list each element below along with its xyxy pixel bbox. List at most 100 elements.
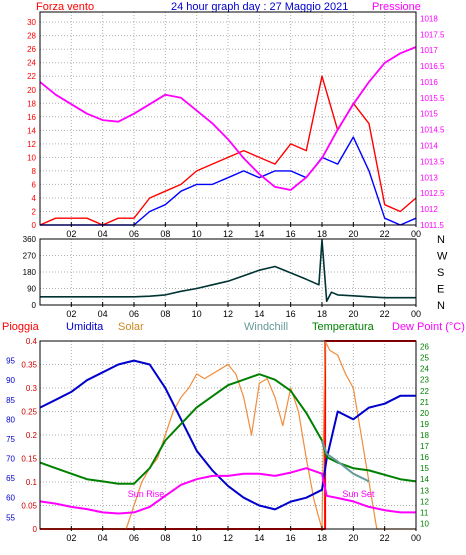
pressure-tick-label: 1018 — [420, 14, 438, 23]
humidity-tick-label: 80 — [6, 415, 15, 424]
wind-tick-label: 26 — [27, 45, 36, 54]
pressure-line — [39, 46, 417, 191]
pressure-tick-label: 1011.5 — [420, 221, 444, 230]
temperature-tick-label: 23 — [420, 376, 429, 385]
weather-x-tick-label: 16 — [286, 533, 296, 543]
temperature-tick-label: 10 — [420, 519, 429, 528]
wind-x-tick-label: 22 — [380, 229, 390, 239]
rain-tick-label: 0.3 — [26, 384, 38, 393]
direction-x-tick-label: 08 — [160, 309, 170, 319]
solar-header: Solar — [118, 321, 144, 333]
weather-x-tick-label: 14 — [254, 533, 264, 543]
temperature-tick-label: 21 — [420, 398, 429, 407]
wind-tick-label: 8 — [32, 167, 37, 176]
wind-tick-label: 20 — [27, 86, 36, 95]
direction-tick-label: 360 — [23, 235, 37, 244]
temperature-tick-label: 14 — [420, 475, 429, 484]
weather-x-tick-label: 10 — [192, 533, 202, 543]
wind-tick-label: 24 — [27, 59, 36, 68]
humidity-header: Umidita — [66, 321, 104, 333]
wind-pressure-ticks: 0246810121416182022242628301011.51012101… — [27, 14, 445, 239]
weather-x-tick-label: 00 — [411, 533, 421, 543]
direction-tick-label: 270 — [23, 252, 37, 261]
direction-tick-label: 180 — [23, 268, 37, 277]
weather-x-tick-label: 22 — [380, 533, 390, 543]
dewpoint-header: Dew Point (°C) — [392, 321, 465, 333]
chart-title: 24 hour graph day : 27 Maggio 2021 — [171, 1, 348, 13]
compass-label: E — [437, 284, 444, 296]
humidity-tick-label: 55 — [6, 513, 15, 522]
temperature-tick-label: 13 — [420, 486, 429, 495]
rain-tick-label: 0.4 — [26, 337, 38, 346]
wind-speed-label: Forza vento — [36, 1, 94, 13]
compass-label: N — [437, 300, 445, 312]
pressure-label: Pressione — [372, 1, 421, 13]
direction-x-tick-label: 22 — [380, 309, 390, 319]
direction-x-tick-label: 00 — [411, 309, 421, 319]
humidity-tick-label: 70 — [6, 455, 15, 464]
humidity-tick-label: 95 — [6, 357, 15, 366]
humidity-tick-label: 60 — [6, 494, 15, 503]
pressure-tick-label: 1016.5 — [420, 62, 445, 71]
direction-x-tick-label: 06 — [129, 309, 139, 319]
sunrise-annotation: Sun Rise — [128, 489, 165, 499]
wind-pressure-panel: Forza vento 24 hour graph day : 27 Maggi… — [27, 1, 445, 239]
wind-tick-label: 2 — [32, 207, 37, 216]
temperature-tick-label: 15 — [420, 464, 429, 473]
wind-tick-label: 30 — [27, 18, 36, 27]
rain-tick-label: 0.35 — [21, 361, 37, 370]
humidity-tick-label: 65 — [6, 474, 15, 483]
wind-x-tick-label: 08 — [160, 229, 170, 239]
temperature-line — [39, 373, 417, 485]
wind-tick-label: 4 — [32, 194, 37, 203]
humidity-tick-label: 75 — [6, 435, 15, 444]
pressure-tick-label: 1014.5 — [420, 126, 445, 135]
wind-x-tick-label: 00 — [411, 229, 421, 239]
rain-header: Pioggia — [2, 321, 40, 333]
wind-tick-label: 14 — [27, 126, 36, 135]
compass-label: W — [437, 251, 448, 263]
humidity-tick-label: 85 — [6, 396, 15, 405]
pressure-tick-label: 1014 — [420, 142, 438, 151]
wind-x-tick-label: 12 — [223, 229, 233, 239]
direction-x-tick-label: 10 — [192, 309, 202, 319]
temperature-tick-label: 16 — [420, 453, 429, 462]
weather-x-tick-label: 02 — [66, 533, 76, 543]
solar-line — [40, 340, 416, 530]
rain-tick-label: 0.05 — [21, 502, 37, 511]
rain-tick-label: 0.15 — [21, 455, 37, 464]
rain-tick-label: 0.25 — [21, 408, 37, 417]
temperature-tick-label: 19 — [420, 420, 429, 429]
direction-tick-label: 90 — [27, 285, 36, 294]
pressure-tick-label: 1012.5 — [420, 189, 445, 198]
weather-x-tick-label: 20 — [348, 533, 358, 543]
pressure-tick-label: 1015.5 — [420, 94, 445, 103]
wind-x-tick-label: 04 — [98, 229, 108, 239]
pressure-tick-label: 1013.5 — [420, 157, 445, 166]
rain-tick-label: 0 — [33, 525, 38, 534]
temperature-tick-label: 22 — [420, 387, 429, 396]
direction-x-tick-label: 14 — [254, 309, 264, 319]
pressure-tick-label: 1013 — [420, 173, 438, 182]
windchill-header: Windchill — [244, 321, 288, 333]
pressure-tick-label: 1017 — [420, 46, 438, 55]
weather-x-tick-label: 12 — [223, 533, 233, 543]
direction-line — [40, 239, 416, 303]
direction-x-tick-label: 18 — [317, 309, 327, 319]
weather-x-tick-label: 08 — [160, 533, 170, 543]
weather-panel: Pioggia Umidita Solar Windchill Temperat… — [2, 321, 465, 543]
wind-x-tick-label: 18 — [317, 229, 327, 239]
sunset-annotation: Sun Set — [342, 489, 375, 499]
temperature-tick-label: 26 — [420, 343, 429, 352]
direction-x-tick-label: 16 — [286, 309, 296, 319]
pressure-tick-label: 1012 — [420, 205, 438, 214]
pressure-tick-label: 1017.5 — [420, 30, 445, 39]
wind-direction-series — [40, 239, 416, 303]
wind-tick-label: 6 — [32, 180, 37, 189]
wind-tick-label: 28 — [27, 32, 36, 41]
compass-label: S — [437, 267, 444, 279]
